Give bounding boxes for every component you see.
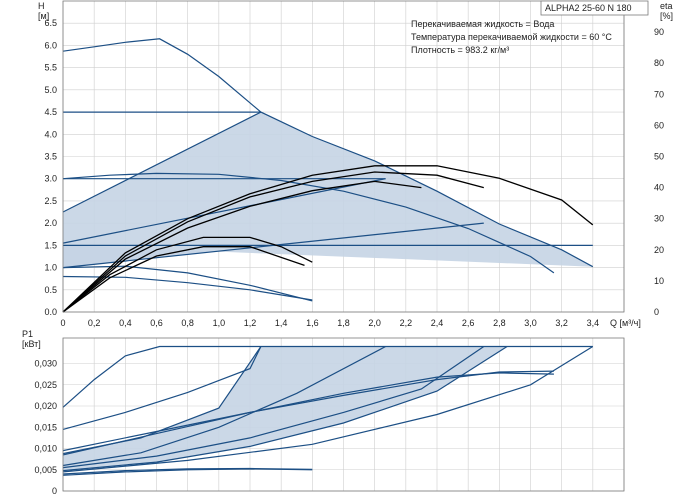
power-curve <box>62 345 594 473</box>
y-tick-label: 5.0 <box>44 85 57 95</box>
x-tick-label: 1,4 <box>275 318 288 328</box>
power-curve <box>62 346 262 430</box>
y2-tick-label: 80 <box>654 58 664 68</box>
y-tick-label: 0,015 <box>34 422 57 432</box>
power-curve <box>62 372 554 456</box>
y2-tick-label: 70 <box>654 89 664 99</box>
y-tick-label: 5.5 <box>44 63 57 73</box>
head-curve <box>62 172 555 274</box>
y-tick-label: 0.5 <box>44 285 57 295</box>
power-axis-label: P1 [кВт] <box>22 329 41 349</box>
power-plot-frame <box>62 337 625 492</box>
operating-area <box>63 112 593 268</box>
x-tick-label: 2,6 <box>462 318 475 328</box>
y2-tick-label: 10 <box>654 276 664 286</box>
power-panel: 0 0,005 0,010 0,015 0,020 0,025 0,030 P1 [кВт] <box>22 329 625 497</box>
chart-title-box <box>540 0 649 16</box>
efficiency-curve <box>62 171 484 313</box>
y2-tick-label: 0 <box>654 307 659 317</box>
y-tick-label: 4.5 <box>44 107 57 117</box>
flow-axis-label: Q [м³/ч] <box>610 318 641 328</box>
head-curve <box>62 265 313 302</box>
x-tick-label: 1,0 <box>213 318 226 328</box>
head-axis-ticks: 0 0,2 0,4 0,6 0,8 1,0 1,2 1,4 1,6 1,8 2,0 2,2 2,4 2,6… <box>44 18 664 328</box>
x-tick-label: 2,2 <box>400 318 413 328</box>
x-tick-label: 2,8 <box>493 318 506 328</box>
power-curve <box>62 370 554 452</box>
head-plot-frame <box>62 0 625 313</box>
power-area <box>63 346 508 471</box>
y-tick-label: 6.5 <box>44 18 57 28</box>
fluid-annotation: Перекачиваемая жидкость = Вода <box>411 19 554 29</box>
head-curve <box>62 111 262 213</box>
x-tick-label: 3,2 <box>555 318 568 328</box>
y-tick-label: 0,010 <box>34 444 57 454</box>
x-tick-label: 0,4 <box>119 318 132 328</box>
power-curves <box>62 345 594 476</box>
head-efficiency-panel: 0 0,2 0,4 0,6 0,8 1,0 1,2 1,4 1,6 1,8 2,0 2,2 2,4 2,6… <box>38 0 673 328</box>
y-tick-label: 0,025 <box>34 380 57 390</box>
efficiency-curve <box>62 165 594 313</box>
density-annotation: Плотность = 983.2 кг/м³ <box>411 45 509 55</box>
y-tick-label: 0,030 <box>34 359 57 369</box>
efficiency-axis-label: eta [%] <box>660 1 673 21</box>
efficiency-curve <box>62 236 313 313</box>
y-tick-label: 1.0 <box>44 263 57 273</box>
x-tick-label: 1,2 <box>244 318 257 328</box>
x-tick-label: 3,4 <box>587 318 600 328</box>
x-tick-label: 0,6 <box>150 318 163 328</box>
y-tick-label: 3.0 <box>44 174 57 184</box>
y-tick-label: 3.5 <box>44 152 57 162</box>
power-axis-ticks: 0 0,005 0,010 0,015 0,020 0,025 0,030 <box>34 359 57 497</box>
y-tick-label: 0.0 <box>44 307 57 317</box>
power-curve <box>62 345 593 408</box>
y-tick-label: 2.0 <box>44 218 57 228</box>
operating-area-fill <box>63 166 484 268</box>
x-tick-label: 0 <box>60 318 65 328</box>
power-curve <box>62 345 508 472</box>
efficiency-curve <box>62 180 422 313</box>
x-tick-label: 1,6 <box>306 318 319 328</box>
y2-tick-label: 30 <box>654 214 664 224</box>
y2-tick-label: 50 <box>654 152 664 162</box>
y2-tick-label: 60 <box>654 120 664 130</box>
y-tick-label: 0 <box>52 486 57 496</box>
x-tick-label: 0,8 <box>181 318 194 328</box>
operating-area-fill <box>63 112 386 244</box>
power-curve <box>62 345 386 467</box>
y-tick-label: 4.0 <box>44 129 57 139</box>
x-tick-label: 0,2 <box>88 318 101 328</box>
y-tick-label: 1.5 <box>44 240 57 250</box>
y-tick-label: 0,005 <box>34 465 57 475</box>
y-tick-label: 6.0 <box>44 40 57 50</box>
efficiency-curve <box>62 246 305 313</box>
temperature-annotation: Температура перекачиваемой жидкости = 60… <box>411 32 612 42</box>
head-curve <box>62 222 484 269</box>
power-area-fill <box>63 346 508 471</box>
x-tick-label: 2,4 <box>431 318 444 328</box>
chart-title: ALPHA2 25-60 N 180 <box>545 3 632 13</box>
operating-area-fill <box>63 215 593 268</box>
power-curve <box>62 346 485 469</box>
x-tick-label: 1,8 <box>337 318 350 328</box>
y-tick-label: 0,020 <box>34 401 57 411</box>
y2-tick-label: 90 <box>654 27 664 37</box>
power-curve <box>62 468 313 476</box>
x-tick-label: 2,0 <box>368 318 381 328</box>
y2-tick-label: 40 <box>654 183 664 193</box>
efficiency-curves <box>62 165 594 313</box>
head-curve <box>62 178 386 244</box>
y2-tick-label: 20 <box>654 245 664 255</box>
y-tick-label: 2.5 <box>44 196 57 206</box>
head-axis-label: H [м] <box>38 1 49 21</box>
x-tick-label: 3,0 <box>524 318 537 328</box>
